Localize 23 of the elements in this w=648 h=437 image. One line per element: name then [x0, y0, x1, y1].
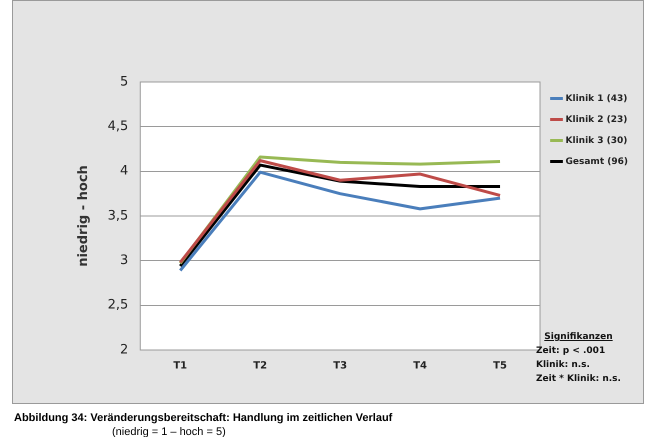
- y-tick-label: 5: [120, 74, 128, 90]
- text: Klinik: n.s.: [536, 359, 591, 372]
- legend-label: Klinik 3 (30): [566, 136, 628, 146]
- y-tick-label: 2,5: [108, 298, 128, 313]
- legend-label: Gesamt (96): [566, 156, 628, 167]
- legend-label: Klinik 2 (23): [566, 114, 628, 125]
- y-tick-label: 3,5: [108, 208, 128, 224]
- text: (niedrig = 1 – hoch = 5): [112, 426, 226, 437]
- y-tick-label: 2: [120, 342, 128, 358]
- annotation: Zeit: p < .001: [536, 345, 606, 358]
- y-tick-label: 3: [120, 253, 128, 268]
- x-tick-label: T2: [253, 360, 268, 372]
- legend-label: Klinik 1 (43): [566, 94, 628, 104]
- text: Abbildung 34: Veränderungsbereitschaft: Handlung im zeitlichen Verlauf: [14, 412, 392, 424]
- y-axis-title: niedrig - hoch: [76, 165, 92, 267]
- text: Signifikanzen: [543, 331, 614, 344]
- x-tick-label: T4: [413, 360, 428, 372]
- x-tick-label: T1: [173, 360, 188, 372]
- text: Zeit * Klinik: n.s.: [536, 373, 621, 386]
- x-tick-label: T5: [493, 360, 507, 372]
- y-tick-label: 4,5: [108, 119, 128, 134]
- x-tick-label: T3: [333, 360, 348, 372]
- y-tick-label: 4: [120, 164, 128, 179]
